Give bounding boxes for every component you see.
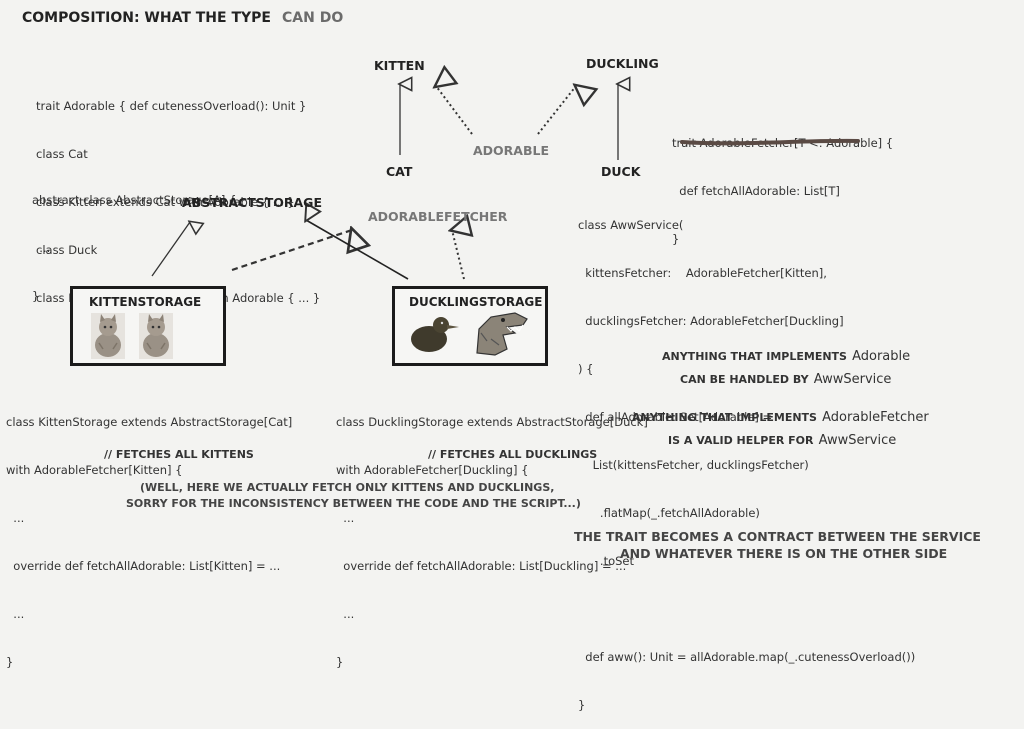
code-line: ...	[336, 511, 355, 525]
arrow-adorable-kitten	[436, 86, 473, 135]
slide-title: COMPOSITION: WHAT THE TYPE	[22, 10, 271, 26]
arrow-ducklingstorage-abstractstorage	[306, 220, 409, 280]
duckling-storage-box: DUCKLINGSTORAGE	[392, 286, 548, 366]
code-line: }	[578, 698, 586, 712]
dinosaur-image	[476, 312, 528, 356]
arrow-kittenstorage-fetcher	[231, 230, 352, 272]
note-fetcher-line2: IS A VALID HELPER FOR AwwService	[668, 429, 896, 448]
kitten-storage-label: KITTENSTORAGE	[89, 295, 202, 309]
note-adorable-line2: CAN BE HANDLED BY AwwService	[680, 368, 891, 387]
code-line: ...	[6, 511, 25, 525]
duckling-image	[411, 317, 459, 352]
code-line: class AwwService(	[578, 218, 684, 232]
code-line: with AdorableFetcher[Duckling] {	[336, 463, 529, 477]
code-line: override def fetchAllAdorable: List[Duck…	[336, 559, 627, 573]
node-adorable-fetcher: ADORABLEFETCHER	[368, 209, 508, 224]
code-line: class DucklingStorage extends AbstractSt…	[336, 415, 648, 429]
node-kitten: KITTEN	[374, 58, 425, 73]
duckling-photos	[411, 312, 528, 356]
code-line: abstract class AbstractStorage[A] {	[32, 193, 237, 207]
disclaimer-line1: (WELL, HERE WE ACTUALLY FETCH ONLY KITTE…	[140, 481, 555, 494]
code-line: def allAdorable: Set[Adorable] =	[578, 410, 773, 424]
note-type-name: Adorable	[852, 349, 911, 364]
arrow-kittenstorage-abstractstorage	[151, 222, 190, 277]
comment-fetches-kittens: // FETCHES ALL KITTENS	[104, 448, 254, 461]
code-line: trait Adorable { def cutenessOverload():…	[36, 99, 307, 113]
slide-title-accent: CAN DO	[282, 10, 344, 26]
code-line: List(kittensFetcher, ducklingsFetcher)	[578, 458, 809, 472]
code-line: class Duck	[36, 243, 98, 257]
code-line: kittensFetcher: AdorableFetcher[Kitten],	[578, 266, 827, 280]
code-line: .toSet	[578, 554, 635, 568]
node-adorable: ADORABLE	[473, 143, 550, 158]
note-text: ANYTHING THAT IMPLEMENTS	[662, 350, 847, 363]
kitten-image-2	[139, 313, 173, 359]
node-duck: DUCK	[601, 164, 641, 179]
note-adorable-line1: ANYTHING THAT IMPLEMENTS Adorable	[662, 345, 910, 364]
note-type-name: AwwService	[818, 433, 897, 448]
disclaimer-line2: SORRY FOR THE INCONSISTENCY BETWEEN THE …	[126, 497, 581, 510]
arrow-adorable-duckling	[537, 86, 576, 135]
code-line: }	[32, 289, 40, 303]
code-block-kitten-storage: class KittenStorage extends AbstractStor…	[6, 382, 292, 686]
code-line: .flatMap(_.fetchAllAdorable)	[578, 506, 760, 520]
code-line: class KittenStorage extends AbstractStor…	[6, 415, 293, 429]
note-text: CAN BE HANDLED BY	[680, 373, 809, 386]
code-block-abstract-storage: abstract class AbstractStorage[A] { ... …	[32, 160, 236, 320]
code-line: }	[336, 655, 344, 669]
note-type-name: AwwService	[813, 372, 892, 387]
note-type-name: AdorableFetcher	[822, 410, 929, 425]
arrow-ducklingstorage-fetcher	[452, 230, 464, 280]
kitten-storage-box: KITTENSTORAGE	[70, 286, 226, 366]
code-line: class Kitten extends Cat with Adorable {…	[36, 195, 295, 209]
note-text: ANYTHING THAT IMPLEMENTS	[632, 411, 817, 424]
conclusion-line1: THE TRAIT BECOMES A CONTRACT BETWEEN THE…	[574, 529, 981, 544]
code-line: }	[672, 232, 680, 246]
code-line: with AdorableFetcher[Kitten] {	[6, 463, 183, 477]
comment-fetches-ducklings: // FETCHES ALL DUCKLINGS	[428, 448, 598, 461]
code-line: ...	[32, 241, 51, 255]
code-line: ) {	[578, 362, 594, 376]
code-line: override def fetchAllAdorable: List[Kitt…	[6, 559, 281, 573]
note-text: IS A VALID HELPER FOR	[668, 434, 814, 447]
code-line: ducklingsFetcher: AdorableFetcher[Duckli…	[578, 314, 844, 328]
emphasis-underline	[680, 138, 860, 146]
code-line: ...	[336, 607, 355, 621]
code-line: }	[6, 655, 14, 669]
conclusion-line2: AND WHATEVER THERE IS ON THE OTHER SIDE	[620, 546, 948, 561]
node-cat: CAT	[386, 164, 413, 179]
code-line: def fetchAllAdorable: List[T]	[672, 184, 840, 198]
node-abstract-storage: ABSTRACTSTORAGE	[182, 195, 322, 210]
node-duckling: DUCKLING	[586, 56, 659, 71]
code-line: ...	[6, 607, 25, 621]
kitten-photos	[91, 313, 173, 359]
note-fetcher-line1: ANYTHING THAT IMPLEMENTS AdorableFetcher	[632, 406, 929, 425]
code-line: class Cat	[36, 147, 88, 161]
diagram-arrows	[151, 0, 860, 280]
kitten-image-1	[91, 313, 125, 359]
duckling-storage-label: DUCKLINGSTORAGE	[409, 295, 543, 309]
code-block-duckling-storage: class DucklingStorage extends AbstractSt…	[336, 382, 648, 686]
